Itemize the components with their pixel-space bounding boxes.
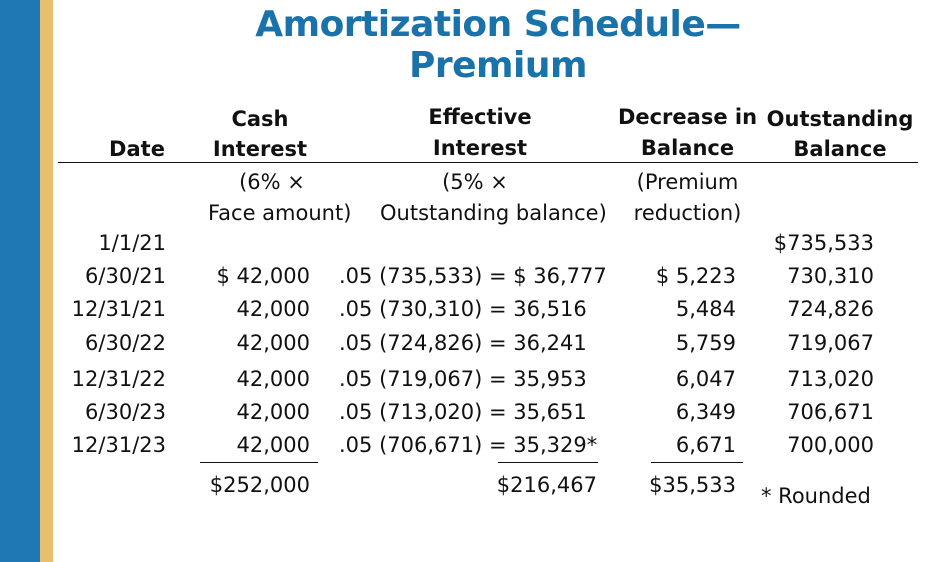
cell-balance: 713,020 bbox=[787, 367, 874, 391]
cell-balance: 719,067 bbox=[787, 331, 874, 355]
header-date: Date bbox=[109, 137, 165, 161]
cell-decrease: 6,671 bbox=[675, 433, 736, 457]
cell-effective: .05 (713,020) = 35,651 bbox=[339, 400, 587, 424]
cell-balance: $735,533 bbox=[773, 231, 874, 255]
header-outstanding-line2: Balance bbox=[793, 137, 887, 161]
subheader-decrease-line1: (Premium bbox=[636, 170, 739, 194]
cell-balance: 730,310 bbox=[787, 264, 874, 288]
cell-decrease: 5,759 bbox=[675, 331, 736, 355]
subheader-cash-line2: Face amount) bbox=[208, 201, 352, 225]
cell-balance: 706,671 bbox=[787, 400, 874, 424]
cell-date: 1/1/21 bbox=[98, 231, 166, 255]
cell-date: 6/30/21 bbox=[85, 264, 166, 288]
cell-cash: 42,000 bbox=[236, 297, 310, 321]
total-rule-cash bbox=[200, 462, 318, 463]
header-cash-line2: Interest bbox=[212, 137, 308, 161]
subheader-effective-line2: Outstanding balance) bbox=[380, 201, 607, 225]
header-underline bbox=[58, 162, 918, 163]
cell-decrease: 5,484 bbox=[675, 297, 736, 321]
cell-date: 12/31/22 bbox=[71, 367, 166, 391]
total-effective: $216,467 bbox=[496, 473, 597, 497]
cell-cash: 42,000 bbox=[236, 331, 310, 355]
sidebar-blue-stripe bbox=[0, 0, 40, 562]
subheader-decrease-line2: reduction) bbox=[633, 201, 742, 225]
cell-decrease: $ 5,223 bbox=[655, 264, 736, 288]
total-cash: $252,000 bbox=[209, 473, 310, 497]
cell-date: 12/31/23 bbox=[71, 433, 166, 457]
cell-effective: .05 (719,067) = 35,953 bbox=[339, 367, 587, 391]
cell-effective: .05 (724,826) = 36,241 bbox=[339, 331, 587, 355]
cell-date: 6/30/22 bbox=[85, 331, 166, 355]
header-effective-line1: Effective bbox=[428, 105, 532, 129]
cell-balance: 700,000 bbox=[787, 433, 874, 457]
subheader-effective-line1: (5% × bbox=[442, 170, 508, 194]
subheader-cash-line1: (6% × bbox=[239, 170, 305, 194]
cell-effective: .05 (735,533) = $ 36,777 bbox=[339, 264, 607, 288]
header-decrease-line2: Balance bbox=[640, 136, 735, 160]
sidebar-gold-stripe bbox=[40, 0, 53, 562]
header-cash-line1: Cash bbox=[231, 107, 289, 131]
cell-effective: .05 (706,671) = 35,329* bbox=[339, 433, 598, 457]
cell-date: 6/30/23 bbox=[85, 400, 166, 424]
cell-cash: 42,000 bbox=[236, 433, 310, 457]
header-outstanding-line1: Outstanding bbox=[766, 107, 914, 131]
cell-date: 12/31/21 bbox=[71, 297, 166, 321]
footnote-rounded: * Rounded bbox=[761, 484, 871, 508]
total-decrease: $35,533 bbox=[649, 473, 736, 497]
header-decrease-line1: Decrease in bbox=[617, 105, 758, 129]
cell-decrease: 6,047 bbox=[675, 367, 736, 391]
cell-balance: 724,826 bbox=[787, 297, 874, 321]
cell-decrease: 6,349 bbox=[675, 400, 736, 424]
total-rule-decrease bbox=[651, 462, 743, 463]
total-rule-effective bbox=[498, 462, 598, 463]
page-title: Amortization Schedule—Premium bbox=[255, 4, 741, 86]
cell-cash: $ 42,000 bbox=[216, 264, 310, 288]
cell-cash: 42,000 bbox=[236, 400, 310, 424]
cell-effective: .05 (730,310) = 36,516 bbox=[339, 297, 587, 321]
cell-cash: 42,000 bbox=[236, 367, 310, 391]
header-effective-line2: Interest bbox=[432, 136, 528, 160]
